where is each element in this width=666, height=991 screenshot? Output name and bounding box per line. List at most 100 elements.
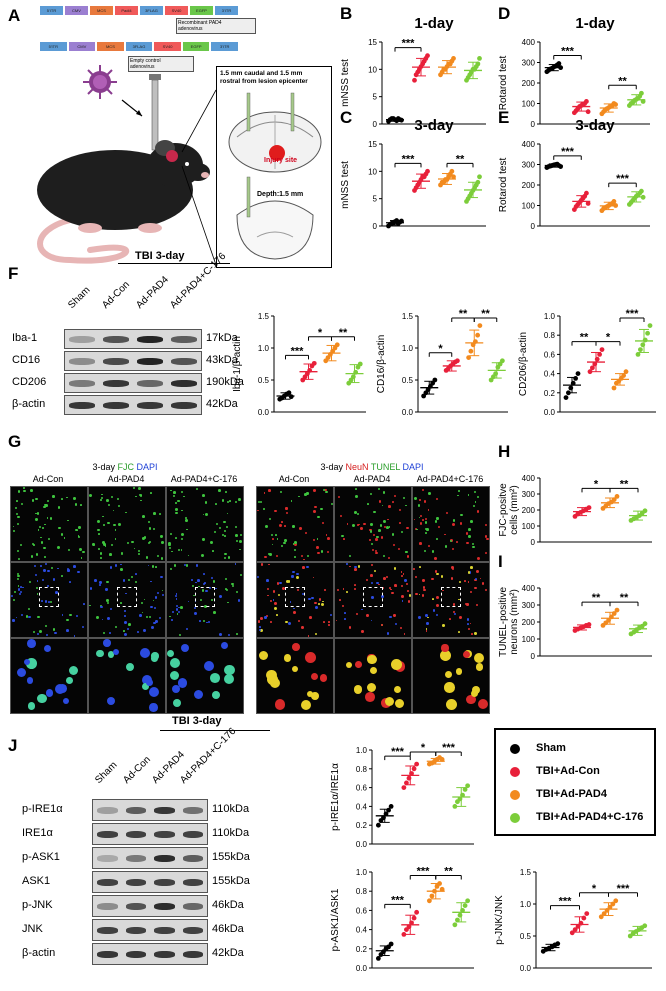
cell-dot [484, 535, 488, 538]
tbi-label-j: TBI 3-day [172, 715, 222, 727]
cell-dot [486, 537, 489, 541]
data-point [411, 766, 417, 772]
micrograph-tile [334, 486, 412, 562]
cell-dot [202, 494, 206, 498]
cell-dot [284, 525, 286, 527]
cell-dot [434, 569, 438, 573]
cell-dot [301, 626, 305, 630]
micrograph-tile [166, 486, 244, 562]
cell-dot [203, 583, 206, 586]
vector-element: SV40 [165, 6, 188, 15]
cell-dot [175, 508, 178, 512]
cell-dot [186, 564, 189, 567]
chart-e-rotarod-3day: 3-day Rotarod test 0 100 200 300 400 *** *** [498, 117, 650, 231]
blot-kda-label: 17kDa [206, 332, 238, 344]
cell-dot [187, 554, 190, 557]
cell-dot [316, 538, 319, 540]
micro-column-head: Ad-PAD4+C-176 [416, 474, 484, 484]
cell-dot [194, 612, 198, 616]
cell-dot [172, 494, 175, 498]
cell-dot [46, 499, 50, 502]
y-tick-label: 5 [373, 93, 378, 102]
cell-dot [352, 523, 356, 527]
cell-dot [17, 573, 20, 576]
cell-dot [152, 621, 156, 625]
cell-dot [434, 520, 437, 523]
mouse-injection-schematic [37, 65, 217, 266]
cell-dot [150, 580, 152, 583]
sig-label: *** [616, 173, 630, 185]
y-tick-label: 0.0 [356, 840, 368, 849]
cell-dot [401, 531, 404, 534]
data-point [642, 508, 648, 514]
cell-dot [110, 543, 114, 547]
cell-dot [457, 490, 460, 493]
cell-dot [324, 489, 327, 492]
cell-dot [161, 589, 164, 592]
cell-dot [235, 539, 239, 543]
cell-dot [374, 569, 377, 572]
vector-element: CMV [68, 42, 96, 51]
data-point [597, 352, 602, 357]
cell-dot [425, 630, 428, 632]
zoom-box [363, 587, 383, 607]
cell-dot [150, 605, 153, 609]
data-point [451, 174, 456, 180]
cell-dot [120, 567, 124, 571]
cell-dot [120, 563, 122, 566]
cell-dot [419, 542, 422, 545]
cell-dot [16, 500, 18, 503]
syringe-icon [151, 79, 159, 151]
cell-dot [393, 567, 397, 570]
cell-dot [52, 578, 56, 581]
cell-dot [100, 496, 104, 500]
cell-dot [472, 545, 475, 549]
cell-dot [50, 566, 54, 570]
cell-dot [292, 525, 295, 528]
data-point [468, 348, 474, 354]
cell-dot [272, 538, 275, 540]
chart-ylabel: FJC-positve [498, 483, 509, 537]
cell-dot [16, 522, 20, 526]
cell-dot [338, 495, 341, 498]
cell-dot [43, 645, 51, 653]
blot-band [154, 903, 175, 910]
data-point [388, 804, 394, 809]
cell-dot [235, 590, 238, 593]
y-tick-label: 400 [522, 584, 536, 593]
cell-dot [175, 594, 178, 597]
cell-dot [89, 493, 93, 497]
blot-band [125, 927, 146, 934]
cell-dot [198, 585, 200, 588]
y-tick-label: 0.6 [544, 350, 556, 359]
chart-ylabel: CD206/β-actin [518, 332, 529, 396]
cell-dot [170, 671, 180, 681]
cell-dot [427, 544, 430, 547]
cell-dot [374, 549, 377, 552]
micrograph-tile [412, 638, 490, 714]
cell-dot [433, 557, 437, 560]
cell-dot [114, 529, 117, 531]
cell-dot [444, 533, 446, 536]
y-tick-label: 5 [373, 195, 378, 204]
cell-dot [440, 575, 444, 578]
y-tick-label: 1.0 [258, 344, 270, 353]
y-tick-label: 400 [522, 140, 536, 149]
y-tick-label: 200 [522, 506, 536, 515]
blot-band [125, 855, 146, 862]
cell-dot [378, 500, 381, 503]
y-tick-label: 0.0 [258, 408, 270, 417]
cell-dot [401, 585, 404, 587]
cell-dot [277, 593, 280, 596]
cell-dot [466, 603, 469, 606]
cell-dot [20, 543, 23, 547]
chart-ylabel: p-IRE1α/IRE1α [330, 763, 341, 831]
mouse-tail [37, 217, 130, 264]
cell-dot [101, 493, 103, 496]
cell-dot [431, 577, 434, 581]
cell-dot [161, 541, 164, 544]
cell-dot [298, 495, 300, 498]
cell-dot [105, 587, 109, 591]
cell-dot [141, 601, 144, 604]
